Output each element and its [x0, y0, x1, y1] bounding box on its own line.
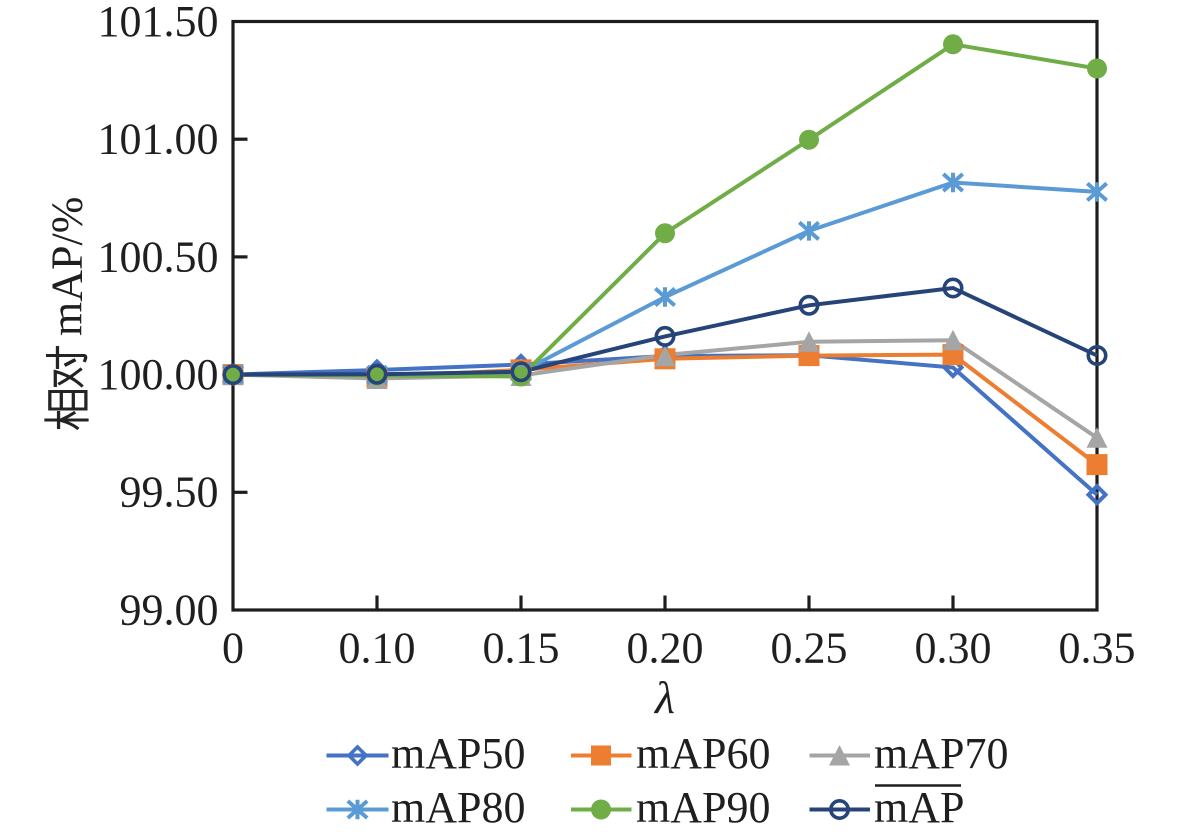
svg-text:101.00: 101.00 — [98, 115, 219, 164]
svg-text:mAP: mAP — [874, 783, 964, 832]
svg-text:mAP80: mAP80 — [391, 783, 525, 832]
svg-text:mAP50: mAP50 — [391, 729, 525, 778]
svg-text:0.35: 0.35 — [1059, 624, 1136, 673]
svg-text:100.50: 100.50 — [98, 232, 219, 281]
svg-text:mAP60: mAP60 — [636, 729, 770, 778]
svg-text:99.50: 99.50 — [120, 468, 219, 517]
svg-text:mAP70: mAP70 — [874, 729, 1008, 778]
svg-text:99.00: 99.00 — [120, 585, 219, 634]
svg-text:0.10: 0.10 — [339, 624, 416, 673]
svg-text:100.00: 100.00 — [98, 350, 219, 399]
svg-text:0.30: 0.30 — [915, 624, 992, 673]
svg-text:0: 0 — [222, 624, 244, 673]
svg-text:0.25: 0.25 — [771, 624, 848, 673]
svg-text:0.20: 0.20 — [627, 624, 704, 673]
svg-text:mAP90: mAP90 — [636, 783, 770, 832]
svg-text:0.15: 0.15 — [483, 624, 560, 673]
svg-text:101.50: 101.50 — [98, 0, 219, 46]
svg-text:λ: λ — [653, 672, 675, 723]
svg-text:mAP/%: mAP/% — [43, 197, 92, 336]
